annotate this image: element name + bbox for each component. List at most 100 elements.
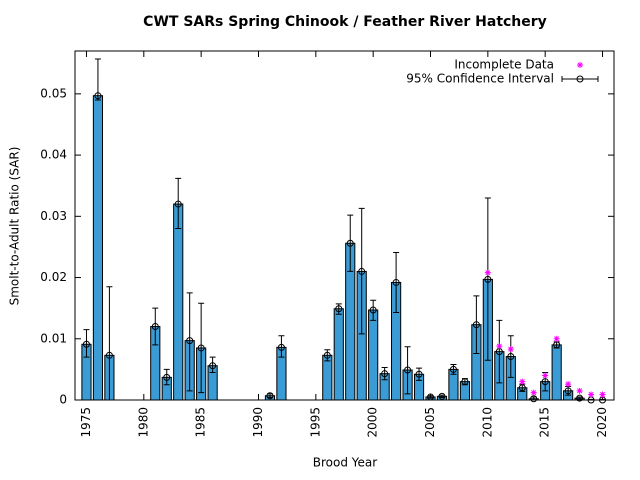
error-bar [83, 329, 90, 358]
point [105, 351, 113, 359]
point [186, 337, 194, 345]
error-bar [106, 286, 113, 401]
error-bar [324, 349, 331, 362]
legend-error-bar [561, 76, 599, 82]
point [82, 340, 90, 348]
error-bar [404, 346, 411, 395]
point [392, 278, 400, 286]
point [449, 365, 457, 373]
error-bar [358, 207, 365, 335]
error-bar [588, 398, 595, 401]
error-bar [416, 367, 423, 381]
point [174, 200, 182, 208]
point [427, 393, 435, 401]
error-bar [278, 335, 285, 358]
point [369, 306, 377, 314]
x-tick-label: 1980 [136, 407, 150, 438]
point [94, 92, 102, 100]
point [335, 305, 343, 313]
error-bar [347, 214, 354, 272]
x-tick-label: 2000 [366, 407, 380, 438]
point [507, 353, 515, 361]
chart-title: CWT SARs Spring Chinook / Feather River … [143, 14, 547, 30]
error-bar [576, 396, 583, 400]
x-tick-label: 1995 [308, 407, 322, 438]
incomplete-marker [519, 378, 526, 385]
point [576, 394, 584, 402]
bar [322, 354, 333, 401]
y-tick-label: 0.03 [40, 209, 67, 223]
point [266, 392, 274, 400]
y-axis-label: Smolt-to-Adult Ratio (SAR) [8, 147, 22, 306]
point [151, 323, 159, 331]
y-tick-label: 0.05 [40, 86, 67, 100]
error-bar [473, 295, 480, 354]
x-tick-label: 2005 [423, 407, 437, 438]
incomplete-marker [576, 387, 583, 394]
x-tick-label: 1990 [251, 407, 265, 438]
error-bar [438, 394, 445, 399]
incomplete-marker [507, 346, 514, 353]
point [484, 275, 492, 283]
point [553, 341, 561, 349]
bar [92, 95, 104, 401]
error-bar [496, 319, 503, 384]
error-bar [163, 368, 170, 386]
point [404, 366, 412, 374]
incomplete-marker [484, 269, 491, 276]
point [323, 351, 331, 359]
error-bar [484, 197, 491, 361]
point [541, 378, 549, 386]
incomplete-marker [496, 343, 503, 350]
error-bar [175, 177, 182, 230]
bar [173, 203, 184, 401]
x-axis-label: Brood Year [313, 456, 377, 470]
point [381, 370, 389, 378]
bar [368, 309, 379, 401]
point [564, 387, 572, 395]
incomplete-marker [553, 335, 560, 342]
x-tick-label: 1975 [79, 407, 93, 438]
incomplete-marker [542, 372, 549, 379]
y-tick-label: 0.01 [40, 331, 67, 345]
x-tick-label: 2015 [538, 407, 552, 438]
error-bar [381, 367, 388, 381]
error-bar [152, 307, 159, 346]
error-bar [370, 299, 377, 321]
bar [333, 308, 344, 401]
incomplete-marker [577, 62, 583, 68]
y-tick-label: 0 [59, 393, 67, 407]
legend-label: Incomplete Data [454, 58, 554, 72]
incomplete-marker [588, 391, 595, 398]
point [209, 362, 217, 370]
point [415, 370, 423, 378]
point [472, 321, 480, 329]
point [163, 373, 171, 381]
point [461, 378, 469, 386]
x-tick-label: 1985 [194, 407, 208, 438]
point [277, 343, 285, 351]
point [197, 344, 205, 352]
x-tick-label: 2020 [595, 407, 609, 438]
legend-label: 95% Confidence Interval [406, 72, 554, 86]
point [438, 392, 446, 400]
y-tick-label: 0.02 [40, 270, 67, 284]
error-bar [198, 302, 205, 394]
error-bar [507, 335, 514, 378]
error-bar [599, 398, 606, 401]
incomplete-marker [565, 381, 572, 388]
bar [551, 344, 562, 401]
error-bar [186, 292, 193, 392]
legend-point [576, 75, 584, 83]
point [346, 239, 354, 247]
y-tick-label: 0.04 [40, 148, 67, 162]
error-bar [427, 395, 434, 399]
point [530, 395, 538, 403]
point [518, 384, 526, 392]
incomplete-marker [599, 391, 606, 398]
error-bar [393, 251, 400, 313]
plot-frame [74, 50, 615, 401]
point [358, 267, 366, 275]
